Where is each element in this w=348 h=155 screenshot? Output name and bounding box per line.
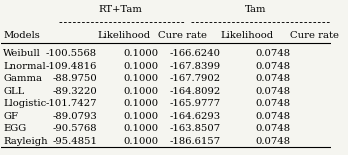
Text: GF: GF: [3, 112, 18, 121]
Text: Cure rate: Cure rate: [158, 31, 207, 40]
Text: 0.1000: 0.1000: [123, 112, 158, 121]
Text: 0.0748: 0.0748: [255, 99, 290, 108]
Text: Tam: Tam: [245, 5, 266, 14]
Text: Gamma: Gamma: [3, 74, 42, 83]
Text: -89.0793: -89.0793: [52, 112, 97, 121]
Text: 0.1000: 0.1000: [123, 137, 158, 146]
Text: 0.1000: 0.1000: [123, 99, 158, 108]
Text: -163.8507: -163.8507: [170, 124, 221, 133]
Text: Llogistic: Llogistic: [3, 99, 46, 108]
Text: -109.4816: -109.4816: [46, 62, 97, 71]
Text: Weibull: Weibull: [3, 49, 41, 58]
Text: 0.1000: 0.1000: [123, 62, 158, 71]
Text: EGG: EGG: [3, 124, 26, 133]
Text: 0.1000: 0.1000: [123, 74, 158, 83]
Text: -101.7427: -101.7427: [46, 99, 97, 108]
Text: -167.8399: -167.8399: [170, 62, 221, 71]
Text: 0.0748: 0.0748: [255, 62, 290, 71]
Text: RT+Tam: RT+Tam: [98, 5, 142, 14]
Text: Cure rate: Cure rate: [290, 31, 339, 40]
Text: Rayleigh: Rayleigh: [3, 137, 48, 146]
Text: 0.0748: 0.0748: [255, 87, 290, 96]
Text: -164.6293: -164.6293: [170, 112, 221, 121]
Text: -95.4851: -95.4851: [52, 137, 97, 146]
Text: -186.6157: -186.6157: [170, 137, 221, 146]
Text: Lnormal: Lnormal: [3, 62, 46, 71]
Text: -88.9750: -88.9750: [52, 74, 97, 83]
Text: 0.0748: 0.0748: [255, 74, 290, 83]
Text: GLL: GLL: [3, 87, 24, 96]
Text: 0.0748: 0.0748: [255, 124, 290, 133]
Text: 0.0748: 0.0748: [255, 112, 290, 121]
Text: 0.0748: 0.0748: [255, 137, 290, 146]
Text: Models: Models: [3, 31, 40, 40]
Text: 0.1000: 0.1000: [123, 87, 158, 96]
Text: Likelihood: Likelihood: [97, 31, 150, 40]
Text: -166.6240: -166.6240: [170, 49, 221, 58]
Text: -165.9777: -165.9777: [170, 99, 221, 108]
Text: 0.1000: 0.1000: [123, 124, 158, 133]
Text: -100.5568: -100.5568: [46, 49, 97, 58]
Text: -167.7902: -167.7902: [170, 74, 221, 83]
Text: -90.5768: -90.5768: [53, 124, 97, 133]
Text: Likelihood: Likelihood: [221, 31, 274, 40]
Text: 0.1000: 0.1000: [123, 49, 158, 58]
Text: -164.8092: -164.8092: [169, 87, 221, 96]
Text: 0.0748: 0.0748: [255, 49, 290, 58]
Text: -89.3220: -89.3220: [52, 87, 97, 96]
